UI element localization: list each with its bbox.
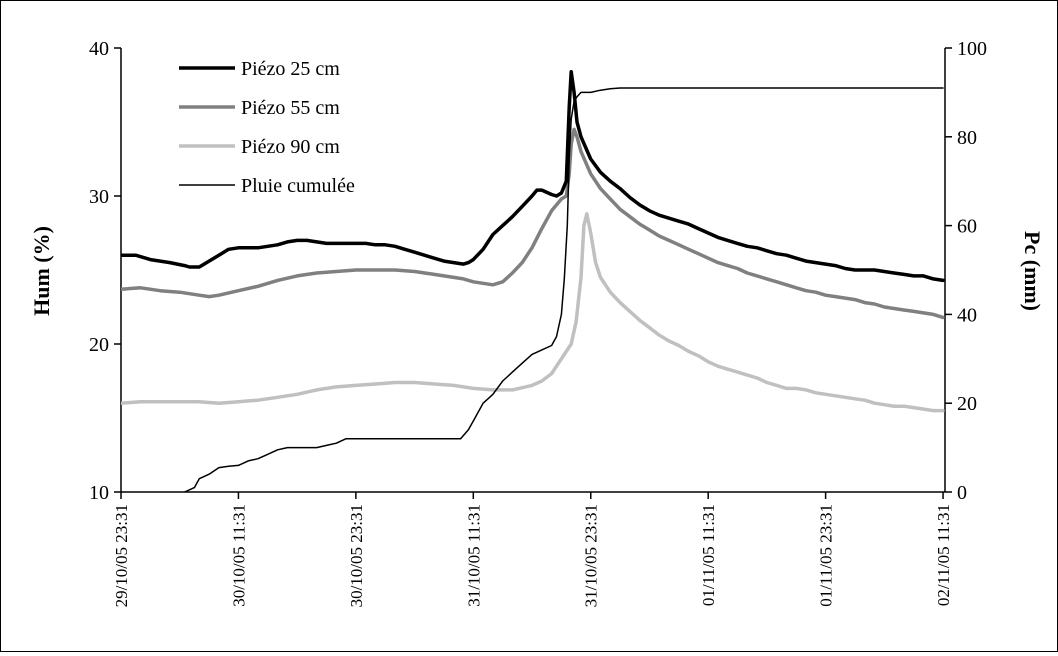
legend: Piézo 25 cm Piézo 55 cm Piézo 90 cm Pluie c…	[179, 58, 355, 197]
y-tick-label-right: 0	[957, 482, 967, 504]
series-line-pi-zo-25-cm	[121, 69, 945, 283]
x-tick-label: 29/10/05 23:31	[112, 504, 131, 607]
y-tick-label-right: 60	[957, 216, 977, 238]
y-tick-label-right: 40	[957, 304, 977, 326]
legend-label: Piézo 25 cm	[241, 58, 340, 80]
x-tick-label: 31/10/05 23:31	[582, 504, 601, 607]
legend-label: Piézo 90 cm	[241, 136, 340, 158]
y-tick-label-right: 80	[957, 127, 977, 149]
x-tick-label: 01/11/05 23:31	[817, 504, 836, 607]
legend-label: Pluie cumulée	[241, 175, 355, 197]
y-tick-label-right: 100	[957, 38, 987, 60]
x-tick-label: 30/10/05 11:31	[229, 504, 248, 607]
legend-label: Piézo 55 cm	[241, 97, 340, 119]
y-tick-label-right: 20	[957, 393, 977, 415]
x-tick-label: 31/10/05 11:31	[464, 504, 483, 607]
y-tick-label-left: 40	[89, 38, 109, 60]
x-tick-label: 30/10/05 23:31	[347, 504, 366, 607]
y-tick-label-left: 20	[89, 334, 109, 356]
series-line-pluie-cumul-e	[183, 87, 944, 492]
y-axis-title-right: Pc (mm)	[1020, 231, 1045, 311]
x-tick-label: 01/11/05 11:31	[699, 504, 718, 606]
axes: 10 20 30 40 0 20 40 60 80 100 29/10/05 23:31 30/10/…	[89, 38, 987, 607]
series-line-pi-zo-90-cm	[121, 212, 945, 413]
y-tick-label-left: 10	[89, 482, 109, 504]
y-tick-label-left: 30	[89, 186, 109, 208]
x-tick-label: 02/11/05 11:31	[934, 504, 953, 606]
series-lines	[121, 69, 945, 492]
series-line-pi-zo-55-cm	[121, 127, 945, 320]
y-axis-title-left: Hum (%)	[29, 226, 54, 316]
